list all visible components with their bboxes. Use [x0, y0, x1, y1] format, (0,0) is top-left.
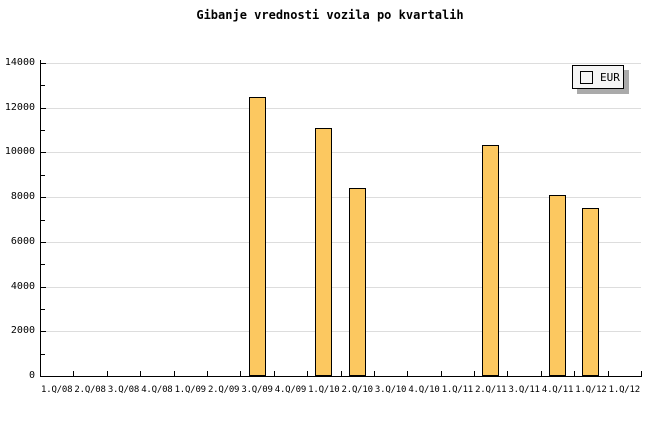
x-tick-label: 3.Q/11: [508, 385, 540, 395]
x-tick-label: 2.Q/10: [341, 385, 374, 395]
legend-swatch-eur: [580, 70, 593, 84]
bar-1.Q/10: [315, 127, 333, 376]
x-tick-label: 3.Q/09: [241, 385, 273, 395]
y-tick-label: 0: [28, 370, 35, 381]
x-tick: [73, 371, 75, 376]
bar-3.Q/09: [248, 96, 266, 376]
x-tick-label: 4.Q/08: [141, 385, 173, 395]
y-tick-label: 12000: [4, 101, 35, 113]
x-tick-label: 2.Q/11: [475, 385, 507, 395]
y-axis-line: [40, 60, 41, 377]
y-tick: [41, 219, 45, 221]
y-tick-label: 2000: [10, 325, 35, 337]
x-tick-label: 2.Q/08: [74, 385, 106, 395]
bar-2.Q/10: [348, 188, 366, 376]
y-gridline: [41, 197, 641, 199]
x-tick-label: 1.Q/11: [441, 385, 474, 395]
x-tick-label: 1.Q/10: [308, 385, 340, 395]
x-tick-label: 4.Q/11: [541, 385, 574, 395]
y-tick-label: 10000: [4, 146, 35, 158]
y-tick-label: 4000: [10, 280, 35, 292]
y-tick: [41, 286, 46, 288]
y-tick: [41, 197, 46, 199]
y-gridline: [41, 286, 641, 288]
y-gridline: [41, 107, 641, 109]
x-tick: [240, 371, 242, 376]
x-tick: [173, 371, 175, 376]
x-tick: [540, 371, 542, 376]
y-tick: [41, 308, 45, 310]
x-tick-label: 4.Q/10: [408, 385, 440, 395]
y-tick: [41, 130, 45, 132]
x-tick-label: 3.Q/10: [374, 385, 407, 395]
x-tick: [106, 371, 108, 376]
legend-box: EUR: [572, 65, 624, 89]
x-tick: [307, 371, 309, 376]
y-tick: [41, 353, 45, 355]
y-tick-label: 8000: [10, 191, 35, 203]
y-tick: [41, 174, 45, 176]
x-tick: [574, 371, 576, 376]
y-tick: [41, 331, 46, 333]
y-gridline: [41, 152, 641, 154]
legend-label-eur: EUR: [600, 70, 620, 84]
x-tick-label: 1.Q/08: [41, 385, 73, 395]
x-tick-label: 1.Q/12: [575, 385, 607, 395]
y-tick-label: 14000: [4, 57, 35, 68]
chart-title: Gibanje vrednosti vozila po kvartalih: [196, 8, 464, 22]
y-tick: [41, 85, 45, 87]
y-gridline: [41, 331, 641, 333]
bar-2.Q/11: [482, 144, 500, 376]
y-gridline: [41, 241, 641, 243]
x-tick: [273, 371, 275, 376]
y-tick: [41, 241, 46, 243]
x-tick: [206, 371, 208, 376]
x-tick-label: 4.Q/09: [274, 385, 307, 395]
y-tick: [41, 107, 46, 109]
x-tick: [407, 371, 409, 376]
y-gridline: [41, 63, 641, 64]
x-tick: [373, 371, 375, 376]
y-tick: [41, 264, 45, 266]
x-tick: [474, 371, 476, 376]
x-tick: [607, 371, 609, 376]
y-tick: [41, 152, 46, 154]
x-tick-label: 1.Q/12: [608, 385, 641, 395]
x-tick: [40, 371, 41, 376]
x-tick-label: 1.Q/09: [174, 385, 207, 395]
bar-1.Q/12: [582, 208, 600, 376]
y-tick-label: 6000: [10, 235, 35, 247]
x-tick: [140, 371, 142, 376]
y-tick: [41, 63, 46, 64]
x-tick: [507, 371, 509, 376]
x-tick-label: 2.Q/09: [207, 385, 240, 395]
x-tick-label: 3.Q/08: [107, 385, 140, 395]
bar-4.Q/11: [549, 194, 567, 376]
x-tick: [641, 371, 642, 376]
x-tick: [440, 371, 442, 376]
x-tick: [340, 371, 342, 376]
x-axis-line: [40, 376, 642, 377]
